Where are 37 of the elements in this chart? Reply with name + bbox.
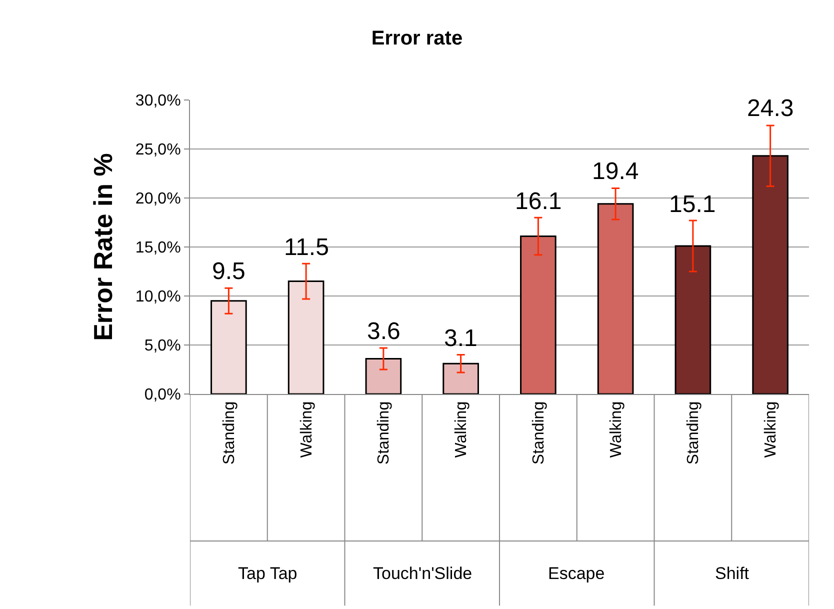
bar: [752, 155, 788, 394]
y-tick-label: 10,0%: [135, 288, 181, 306]
y-tick-label: 5,0%: [144, 338, 181, 355]
y-tick-label: 0,0%: [144, 386, 181, 404]
y-axis-title: Error Rate in %: [88, 153, 118, 341]
data-label: 24.3: [747, 95, 794, 122]
bar: [674, 245, 712, 394]
x-tick-label: Walking: [608, 401, 625, 458]
data-label: 11.5: [284, 234, 329, 261]
x-tick-label: Walking: [762, 401, 780, 458]
y-tick-label: 15,0%: [135, 240, 181, 257]
data-label: 15.1: [669, 191, 716, 218]
text: Shift: [715, 564, 750, 583]
text: Escape: [548, 564, 605, 583]
x-tick-label: Standing: [376, 401, 393, 465]
data-label: 3.6: [367, 318, 400, 345]
bar: [365, 358, 402, 394]
x-tick-label: Walking: [298, 401, 316, 458]
text: Tap Tap: [238, 564, 298, 583]
data-label: 16.1: [515, 188, 562, 215]
bar: [288, 280, 324, 394]
bar: [442, 362, 479, 394]
y-tick-label: 30,0%: [135, 92, 181, 110]
text: Touch'n'Slide: [373, 564, 472, 583]
data-label: 19.4: [592, 158, 639, 185]
x-tick-label: Standing: [220, 401, 238, 465]
x-tick-label: Standing: [685, 401, 702, 465]
chart-title: Error rate: [371, 27, 463, 50]
x-tick-label: Walking: [453, 401, 470, 458]
bar: [597, 203, 634, 394]
y-tick-label: 20,0%: [135, 190, 181, 208]
bar: [210, 300, 247, 394]
y-tick-label: 25,0%: [135, 142, 181, 159]
data-label: 3.1: [444, 325, 478, 352]
bar: [520, 235, 556, 394]
data-label: 9.5: [212, 258, 246, 285]
x-tick-label: Standing: [530, 401, 548, 465]
